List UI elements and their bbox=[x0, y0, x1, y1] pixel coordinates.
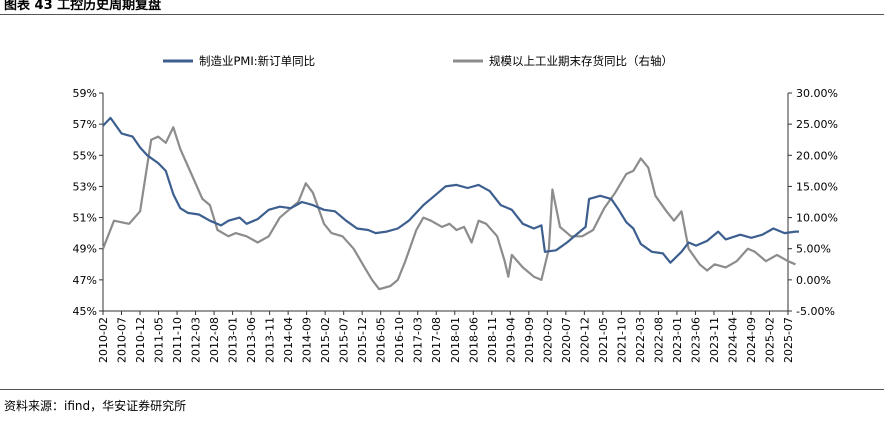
y-left-tick-label: 55% bbox=[73, 149, 97, 162]
x-tick-label: 2025-02 bbox=[763, 317, 776, 363]
x-tick-label: 2023-01 bbox=[671, 317, 684, 363]
y-right-tick-label: 0.00% bbox=[796, 274, 831, 287]
x-tick-label: 2020-12 bbox=[578, 317, 591, 363]
legend-label-left: 制造业PMI:新订单同比 bbox=[199, 54, 315, 68]
x-tick-label: 2025-07 bbox=[782, 317, 795, 363]
x-tick-label: 2024-04 bbox=[726, 317, 739, 363]
x-tick-label: 2011-10 bbox=[171, 317, 184, 363]
x-tick-label: 2013-11 bbox=[264, 317, 277, 363]
x-tick-label: 2022-08 bbox=[652, 317, 665, 363]
x-tick-label: 2019-09 bbox=[523, 317, 536, 363]
x-tick-label: 2011-05 bbox=[153, 317, 166, 363]
x-tick-label: 2024-09 bbox=[745, 317, 758, 363]
source-rule bbox=[0, 389, 884, 390]
y-left-tick-label: 57% bbox=[73, 118, 97, 131]
x-tick-label: 2020-07 bbox=[560, 317, 573, 363]
x-tick-label: 2013-01 bbox=[227, 317, 240, 363]
x-tick-label: 2012-03 bbox=[190, 317, 203, 363]
series-line-pmi bbox=[102, 116, 799, 264]
x-tick-label: 2015-02 bbox=[319, 317, 332, 363]
y-left-tick-label: 51% bbox=[73, 212, 97, 225]
x-tick-label: 2018-11 bbox=[486, 317, 499, 363]
y-left-tick-label: 49% bbox=[73, 243, 97, 256]
y-right-tick-label: 30.00% bbox=[796, 87, 838, 100]
title-rule bbox=[0, 14, 884, 15]
y-right-tick-label: 10.00% bbox=[796, 212, 838, 225]
y-right-tick-label: 25.00% bbox=[796, 118, 838, 131]
y-left-tick-label: 47% bbox=[73, 274, 97, 287]
x-tick-label: 2015-07 bbox=[338, 317, 351, 363]
axes: 45% 47% 49% 51% 53% 55% 57% 59% -5.00% 0.00% 5.00%… bbox=[73, 87, 838, 363]
x-tick-label: 2017-08 bbox=[430, 317, 443, 363]
y-left-tick-label: 59% bbox=[73, 87, 97, 100]
source-note: 资料来源：ifind，华安证券研究所 bbox=[4, 399, 187, 413]
legend: 制造业PMI:新订单同比 规模以上工业期末存货同比（右轴） bbox=[163, 54, 673, 68]
x-tick-label: 2015-12 bbox=[356, 317, 369, 363]
x-tick-label: 2021-10 bbox=[615, 317, 628, 363]
y-right-tick-label: 20.00% bbox=[796, 149, 838, 162]
x-tick-label: 2010-07 bbox=[116, 317, 129, 363]
x-tick-label: 2014-04 bbox=[282, 317, 295, 363]
x-tick-label: 2017-03 bbox=[412, 317, 425, 363]
series-line-inventory bbox=[101, 126, 796, 291]
y-right-tick-label: -5.00% bbox=[796, 305, 835, 318]
y-right-tick-label: 15.00% bbox=[796, 180, 838, 193]
x-tick-label: 2020-02 bbox=[541, 317, 554, 363]
x-tick-label: 2018-06 bbox=[467, 317, 480, 363]
x-tick-label: 2010-02 bbox=[97, 317, 110, 363]
x-tick-label: 2018-01 bbox=[449, 317, 462, 363]
x-tick-label: 2023-11 bbox=[708, 317, 721, 363]
x-tick-label: 2022-03 bbox=[634, 317, 647, 363]
x-tick-label: 2021-05 bbox=[597, 317, 610, 363]
y-left-tick-label: 53% bbox=[73, 180, 97, 193]
figure-title: 图表 43 工控历史周期复盘 bbox=[4, 0, 162, 13]
x-tick-label: 2016-10 bbox=[393, 317, 406, 363]
x-tick-label: 2010-12 bbox=[134, 317, 147, 363]
x-tick-label: 2016-05 bbox=[375, 317, 388, 363]
x-tick-label: 2012-08 bbox=[208, 317, 221, 363]
line-chart: 制造业PMI:新订单同比 规模以上工业期末存货同比（右轴） 45% 47% 49% 5… bbox=[73, 54, 838, 363]
x-tick-label: 2013-06 bbox=[245, 317, 258, 363]
series-layer bbox=[101, 116, 799, 291]
y-left-tick-label: 45% bbox=[73, 305, 97, 318]
x-tick-label: 2019-04 bbox=[504, 317, 517, 363]
y-right-tick-label: 5.00% bbox=[796, 243, 831, 256]
x-tick-label: 2023-06 bbox=[689, 317, 702, 363]
x-tick-label: 2014-09 bbox=[301, 317, 314, 363]
legend-label-right: 规模以上工业期末存货同比（右轴） bbox=[489, 54, 673, 68]
